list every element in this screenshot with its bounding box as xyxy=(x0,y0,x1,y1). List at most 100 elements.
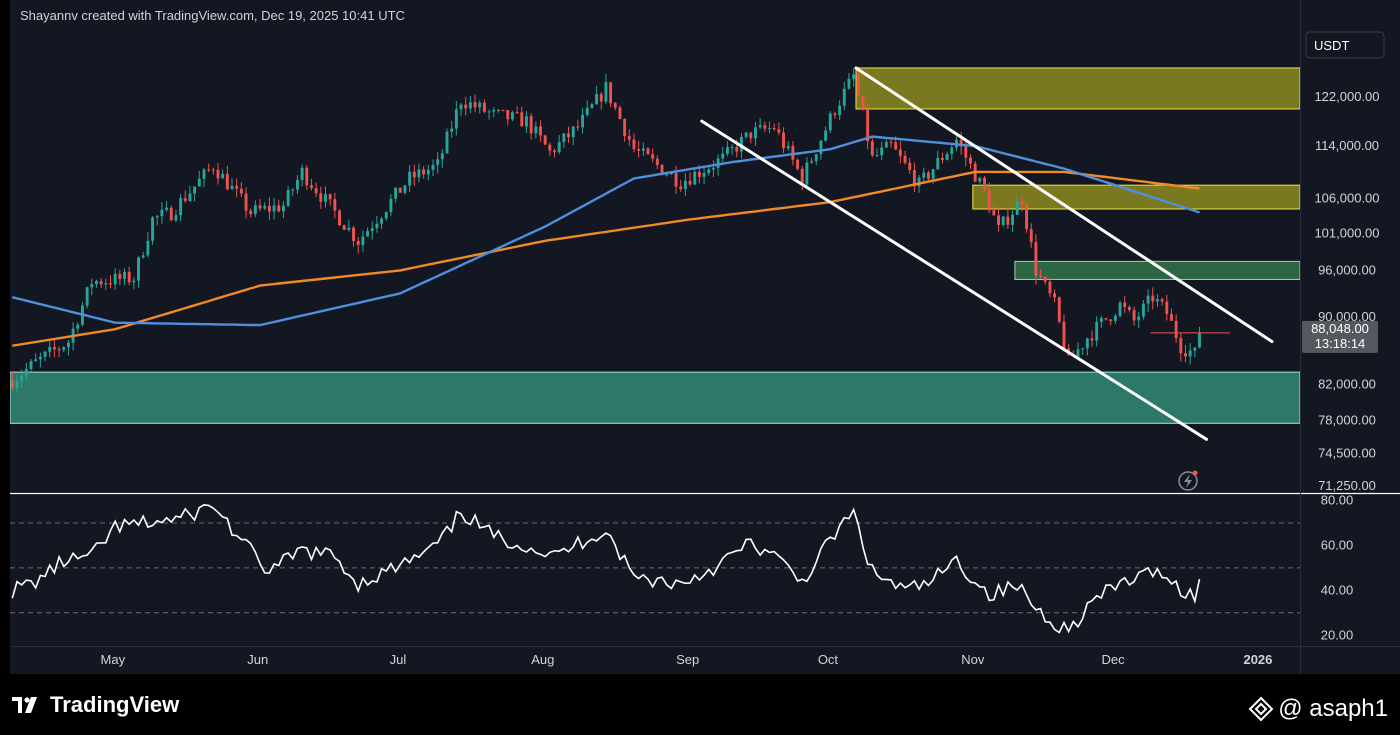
candle-body xyxy=(665,174,669,176)
time-tick-label: May xyxy=(101,652,126,667)
candle-body xyxy=(819,140,823,155)
channel-line-1 xyxy=(854,66,1274,344)
candle-body xyxy=(758,125,762,128)
candle-body xyxy=(459,104,463,110)
candle-body xyxy=(291,189,295,191)
candle xyxy=(856,66,860,99)
candle xyxy=(109,275,112,289)
candle xyxy=(426,164,430,181)
candle-body xyxy=(548,144,552,151)
candle-body xyxy=(679,186,683,190)
candle-body xyxy=(1090,338,1094,341)
candle xyxy=(1020,196,1024,212)
candle xyxy=(57,346,61,357)
candle xyxy=(1099,315,1103,328)
candle-body xyxy=(660,164,664,175)
candle xyxy=(384,211,388,221)
candle xyxy=(38,352,42,368)
candle-body xyxy=(674,173,678,187)
candle xyxy=(375,215,379,233)
candle xyxy=(118,269,122,285)
candle-body xyxy=(557,141,561,153)
candle xyxy=(758,118,762,130)
candle xyxy=(777,122,781,136)
candle-body xyxy=(772,127,776,130)
candle xyxy=(501,109,505,112)
candle-body xyxy=(34,359,38,362)
candle xyxy=(520,106,524,127)
candle xyxy=(1025,202,1029,233)
candle-body xyxy=(683,180,687,190)
candle xyxy=(263,202,267,211)
candle-body xyxy=(655,158,659,165)
candle xyxy=(394,187,398,203)
tradingview-brand[interactable]: TradingView xyxy=(12,692,179,718)
candle-body xyxy=(1132,309,1136,321)
candle xyxy=(1006,208,1010,230)
candle xyxy=(987,182,991,214)
candle-body xyxy=(478,102,482,108)
candle xyxy=(1132,306,1136,326)
candle-body xyxy=(1076,349,1080,357)
candle xyxy=(408,165,412,193)
candle-body xyxy=(721,153,725,159)
candle xyxy=(99,277,103,289)
rsi-line xyxy=(11,503,1201,634)
footer-bar xyxy=(0,674,1400,735)
candle-body xyxy=(202,169,206,179)
candle-body xyxy=(688,180,692,185)
candle-body xyxy=(426,169,430,175)
candle-body xyxy=(347,227,351,230)
candle xyxy=(487,109,491,120)
candle-body xyxy=(1151,295,1155,302)
chart-panel[interactable]: 122,000.00 114,000.00 106,000.00 101,000.00… xyxy=(10,0,1400,674)
candle xyxy=(810,157,814,164)
candle xyxy=(912,162,916,192)
candle-body xyxy=(595,94,599,105)
candle xyxy=(183,190,187,203)
candle-body xyxy=(983,177,986,190)
candle-body xyxy=(964,146,968,158)
candle-body xyxy=(319,193,323,202)
candle xyxy=(295,175,299,194)
candle-body xyxy=(454,109,458,129)
candle xyxy=(866,102,870,150)
price-tick-label: 122,000.00 xyxy=(1314,89,1379,104)
candle-body xyxy=(997,215,1000,225)
candle xyxy=(1198,326,1201,349)
candle-body xyxy=(1020,201,1024,205)
candle xyxy=(768,121,771,134)
candle xyxy=(76,322,80,334)
candle-body xyxy=(1043,277,1047,282)
candle xyxy=(328,193,332,206)
candle xyxy=(534,121,538,139)
candle-body xyxy=(866,109,870,142)
candle-body xyxy=(207,169,211,171)
candle-body xyxy=(945,154,949,160)
candle-body xyxy=(445,131,449,154)
candle xyxy=(763,121,767,133)
candle xyxy=(188,185,192,202)
candle xyxy=(978,176,982,184)
candle xyxy=(169,205,173,221)
candle xyxy=(193,186,197,202)
candle-body xyxy=(1011,214,1015,225)
candle xyxy=(730,144,734,155)
last-price-badge-bg xyxy=(1302,320,1378,353)
chart-canvas[interactable]: 122,000.00 114,000.00 106,000.00 101,000.00… xyxy=(10,0,1400,674)
candle-body xyxy=(1137,316,1141,321)
candle-body xyxy=(482,102,486,112)
candle xyxy=(1113,313,1117,325)
candle-body xyxy=(85,287,89,306)
candle-body xyxy=(496,109,500,111)
candle-body xyxy=(1006,216,1010,225)
candle xyxy=(632,133,636,153)
candle-body xyxy=(637,149,641,151)
candle-body xyxy=(179,198,183,216)
candle xyxy=(571,125,575,146)
candle xyxy=(1141,300,1145,320)
candle xyxy=(1090,330,1094,347)
candle xyxy=(202,167,206,188)
candle-body xyxy=(286,190,290,206)
candle-body xyxy=(295,179,299,190)
